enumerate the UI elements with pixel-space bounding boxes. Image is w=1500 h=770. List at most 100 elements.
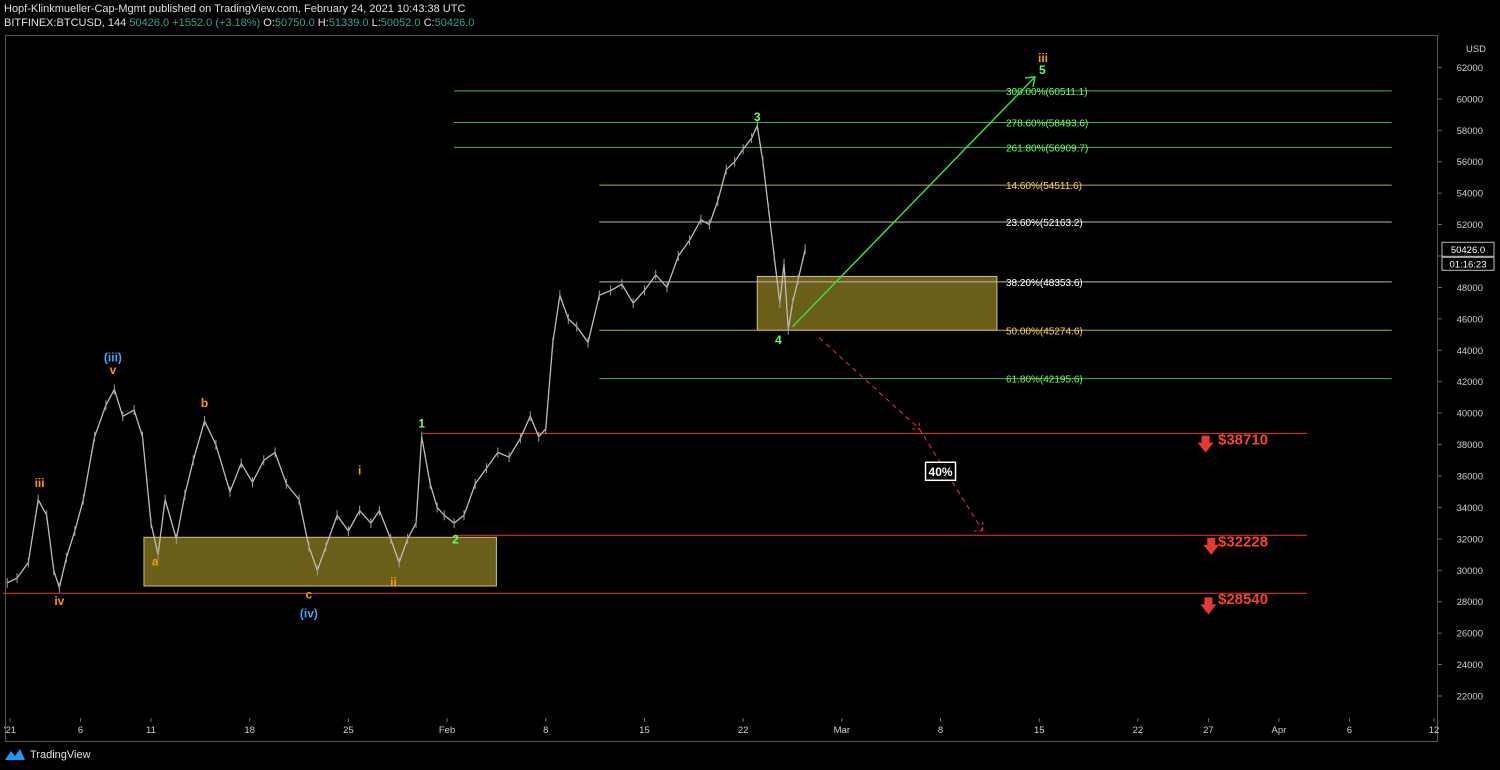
price-badge (1441, 241, 1495, 257)
x-tick-label: 27 (1203, 725, 1214, 736)
countdown-badge (1441, 256, 1495, 271)
price-badge-value: 50426.0 (1451, 245, 1485, 256)
wave-label: b (201, 396, 208, 410)
projection-arrow[interactable] (791, 76, 1036, 328)
percent-label: 40% (929, 465, 953, 479)
support-label: $32228 (1218, 533, 1268, 550)
y-tick-label: 22000 (1457, 692, 1483, 703)
y-tick-label: 40000 (1457, 409, 1483, 420)
y-tick-label: 36000 (1457, 472, 1483, 483)
price-series[interactable] (6, 123, 806, 590)
last-price: 50426.0 (129, 17, 170, 29)
x-tick-label: 6 (1347, 725, 1352, 736)
close-label: C: (423, 17, 435, 29)
x-tick-label: 18 (244, 725, 255, 736)
open-label: O: (263, 17, 275, 29)
publisher-line: Hopf-Klinkmueller-Cap-Mgmt published on … (4, 3, 466, 15)
wave-label: iii (1038, 51, 1048, 65)
y-tick-label: 44000 (1457, 346, 1483, 357)
y-tick-label: 28000 (1457, 597, 1483, 608)
y-tick-label: 26000 (1457, 629, 1483, 640)
fib-level-label: 61.80%(42195.6) (1006, 375, 1083, 386)
x-tick-label: Apr (1272, 725, 1287, 736)
y-tick-label: 32000 (1457, 534, 1483, 545)
projection-arrow-head (1024, 76, 1036, 88)
x-tick-label: 11 (146, 725, 156, 736)
close-value: 50426.0 (434, 17, 475, 29)
down-arrow-icon (1197, 435, 1214, 453)
wave-label: c (306, 588, 313, 602)
wave-label: v (110, 363, 117, 377)
fib-level-label: 278.60%(58493.6) (1006, 119, 1088, 130)
fib-level-label: 14.60%(54511.6) (1006, 181, 1082, 192)
x-tick-label: 12 (1429, 725, 1440, 736)
down-arrow-icon (1203, 537, 1220, 555)
x-tick-label: 22 (738, 725, 749, 736)
y-tick-label: 24000 (1457, 660, 1483, 671)
x-tick-label: Mar (834, 725, 850, 736)
dashed-marker (912, 420, 920, 430)
y-tick-label: 46000 (1457, 314, 1483, 325)
percent-box[interactable] (924, 461, 957, 482)
wave-label: 2 (452, 533, 459, 547)
support-label: $28540 (1218, 591, 1268, 608)
y-tick-label: 62000 (1457, 63, 1483, 74)
wave-label: 4 (775, 333, 782, 347)
high-label: H: (317, 17, 329, 29)
footer: TradingView (4, 748, 91, 761)
fib-level-label: 23.60%(52163.2) (1006, 218, 1083, 229)
x-tick-label: 8 (543, 725, 548, 736)
fib-level-label: 38.20%(48353.6) (1006, 278, 1083, 289)
fib-level-label: 50.00%(45274.6) (1006, 326, 1083, 337)
price-change: +1552.0 (+3.18%) (172, 17, 261, 29)
open-value: 50750.0 (274, 17, 315, 29)
currency-label[interactable]: USD (1466, 44, 1486, 55)
chart-header: Hopf-Klinkmueller-Cap-Mgmt published on … (4, 2, 474, 30)
down-arrow-icon (1200, 597, 1217, 615)
wave-label: (iv) (300, 606, 318, 620)
y-tick-label: 48000 (1457, 283, 1483, 294)
chart-frame[interactable] (5, 35, 1438, 742)
countdown-value: 01:16:23 (1450, 259, 1487, 270)
support-label: $38710 (1218, 431, 1268, 448)
wave-label: iii (35, 476, 45, 490)
y-tick-label: 30000 (1457, 566, 1483, 577)
y-tick-label: 52000 (1457, 220, 1483, 231)
wave-label: 1 (418, 416, 425, 430)
x-tick-label: 8 (938, 725, 943, 736)
dashed-projection[interactable] (818, 337, 984, 532)
high-value: 51339.0 (328, 17, 369, 29)
wave-label: a (152, 555, 159, 569)
y-tick-label: 58000 (1457, 126, 1483, 137)
x-tick-label: 25 (343, 725, 354, 736)
x-tick-label: '21 (4, 725, 16, 736)
price-chart[interactable]: 300.00%(60511.1)278.60%(58493.6)261.80%(… (0, 0, 1500, 745)
symbol-line: BITFINEX:BTCUSD, 144 50426.0 +1552.0 (+3… (4, 16, 474, 30)
x-tick-label: Feb (439, 725, 455, 736)
y-tick-label: 34000 (1457, 503, 1483, 514)
x-tick-label: 6 (78, 725, 83, 736)
wave-label: 3 (754, 110, 761, 124)
y-tick-label: 54000 (1457, 189, 1483, 200)
x-tick-label: 15 (1034, 725, 1045, 736)
y-tick-label: 56000 (1457, 157, 1483, 168)
tradingview-logo-icon[interactable] (4, 748, 26, 761)
y-tick-label: 60000 (1457, 94, 1483, 105)
symbol[interactable]: BITFINEX:BTCUSD, 144 (4, 17, 127, 29)
dashed-marker (973, 522, 984, 532)
y-tick-label: 38000 (1457, 440, 1483, 451)
wave-label: (iii) (104, 350, 122, 364)
brand-name[interactable]: TradingView (30, 748, 91, 761)
low-label: L: (371, 17, 381, 29)
low-value: 50052.0 (380, 17, 421, 29)
price-zone[interactable] (756, 275, 998, 331)
wave-label: i (358, 463, 361, 477)
fib-level-label: 300.00%(60511.1) (1006, 87, 1088, 98)
fib-level-label: 261.80%(56909.7) (1006, 143, 1088, 154)
wave-label: 5 (1039, 63, 1046, 77)
wave-label: iv (54, 594, 64, 608)
x-tick-label: 22 (1133, 725, 1144, 736)
y-tick-label: 42000 (1457, 377, 1483, 388)
x-tick-label: 15 (639, 725, 650, 736)
wave-label: ii (390, 575, 397, 589)
